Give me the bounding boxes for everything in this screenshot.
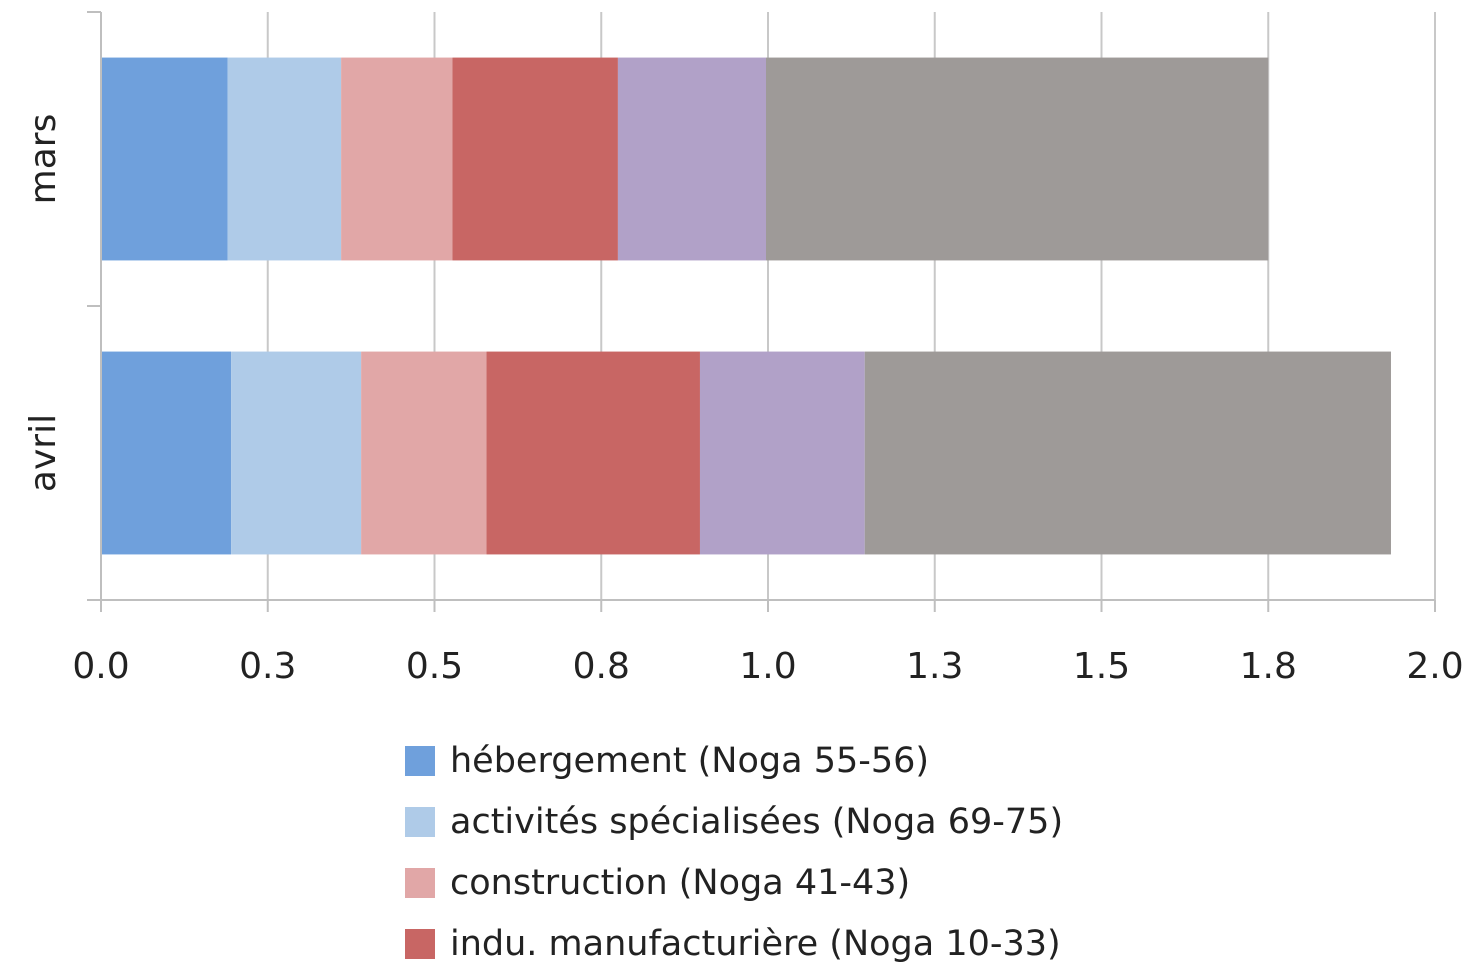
x-tick-label: 1.3: [906, 646, 963, 687]
x-tick-label: 1.8: [1240, 646, 1297, 687]
legend-label: construction (Noga 41-43): [450, 862, 911, 903]
bar-segment: [361, 351, 487, 555]
bar-segment: [231, 351, 362, 555]
category-label: avril: [23, 414, 64, 492]
legend-label: hébergement (Noga 55-56): [450, 740, 930, 781]
legend-item: activités spécialisées (Noga 69-75): [405, 791, 1063, 852]
bar-segment: [101, 57, 228, 261]
legend-swatch: [405, 745, 435, 776]
axes: [87, 11, 1436, 612]
legend-item: construction (Noga 41-43): [405, 852, 1063, 913]
legend-swatch: [405, 867, 435, 898]
bars: [101, 57, 1391, 555]
bar-segment: [341, 57, 453, 261]
legend-label: activités spécialisées (Noga 69-75): [450, 801, 1064, 842]
x-tick-label: 1.5: [1073, 646, 1130, 687]
x-tick-labels: 0.0 0.3 0.5 0.8 1.0 1.3 1.5 1.8 2.0: [72, 646, 1463, 687]
x-tick-label: 2.0: [1406, 646, 1463, 687]
category-label: mars: [23, 114, 64, 205]
legend-item: indu. manufacturière (Noga 10-33): [405, 913, 1063, 974]
stacked-bar-chart: 0.0 0.3 0.5 0.8 1.0 1.3 1.5 1.8 2.0 mars avril: [23, 11, 1464, 687]
legend-swatch: [405, 806, 435, 837]
legend-item: hébergement (Noga 55-56): [405, 730, 1063, 791]
category-labels: mars avril: [23, 114, 64, 492]
bar-segment: [452, 57, 618, 261]
bar-segment: [101, 351, 232, 555]
bar-segment: [486, 351, 700, 555]
x-tick-label: 0.3: [239, 646, 296, 687]
bar-segment: [864, 351, 1391, 555]
x-tick-label: 1.0: [739, 646, 796, 687]
bar-segment: [765, 57, 1269, 261]
bar-segment: [617, 57, 766, 261]
x-tick-label: 0.0: [72, 646, 129, 687]
x-tick-label: 0.5: [406, 646, 463, 687]
bar-segment: [227, 57, 342, 261]
legend-label: indu. manufacturière (Noga 10-33): [450, 923, 1061, 964]
bar-segment: [699, 351, 865, 555]
x-tick-label: 0.8: [573, 646, 630, 687]
legend: hébergement (Noga 55-56) activités spécia…: [405, 730, 1063, 974]
legend-swatch: [405, 928, 435, 959]
